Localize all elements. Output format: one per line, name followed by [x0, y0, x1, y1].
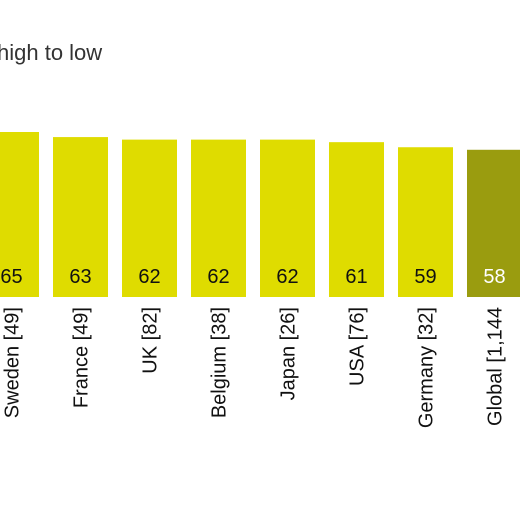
bar-value-label-3: 62	[138, 266, 160, 288]
category-label-5: Japan [26]	[278, 307, 300, 400]
bar-2	[53, 137, 108, 297]
category-label-4: Belgium [38]	[209, 307, 231, 418]
category-label-2: France [49]	[71, 307, 93, 408]
category-label-8: Global [1,144	[485, 307, 507, 426]
bar-value-label-1: 65	[0, 266, 22, 288]
value-labels-group: 65 63 62 62 62 61 59 58	[0, 266, 505, 288]
bar-value-label-8: 58	[483, 266, 505, 288]
category-labels-group: Sweden [49] France [49] UK [82] Belgium [38…	[2, 307, 507, 428]
bar-value-label-6: 61	[345, 266, 367, 288]
chart-subtitle: high to low	[0, 40, 102, 65]
bars-group	[0, 132, 520, 297]
category-label-7: Germany [32]	[416, 307, 438, 428]
bar-4	[191, 139, 246, 297]
category-label-3: UK [82]	[140, 307, 162, 374]
bar-value-label-7: 59	[414, 266, 436, 288]
bar-value-label-4: 62	[207, 266, 229, 288]
bar-value-label-2: 63	[69, 266, 91, 288]
bar-6	[329, 142, 384, 297]
bar-value-label-5: 62	[276, 266, 298, 288]
bar-3	[122, 139, 177, 297]
bar-8	[467, 149, 520, 297]
bar-1	[0, 132, 39, 297]
category-label-6: USA [76]	[347, 307, 369, 386]
bar-5	[260, 139, 315, 297]
category-label-1: Sweden [49]	[2, 307, 24, 418]
bar-7	[398, 147, 453, 297]
